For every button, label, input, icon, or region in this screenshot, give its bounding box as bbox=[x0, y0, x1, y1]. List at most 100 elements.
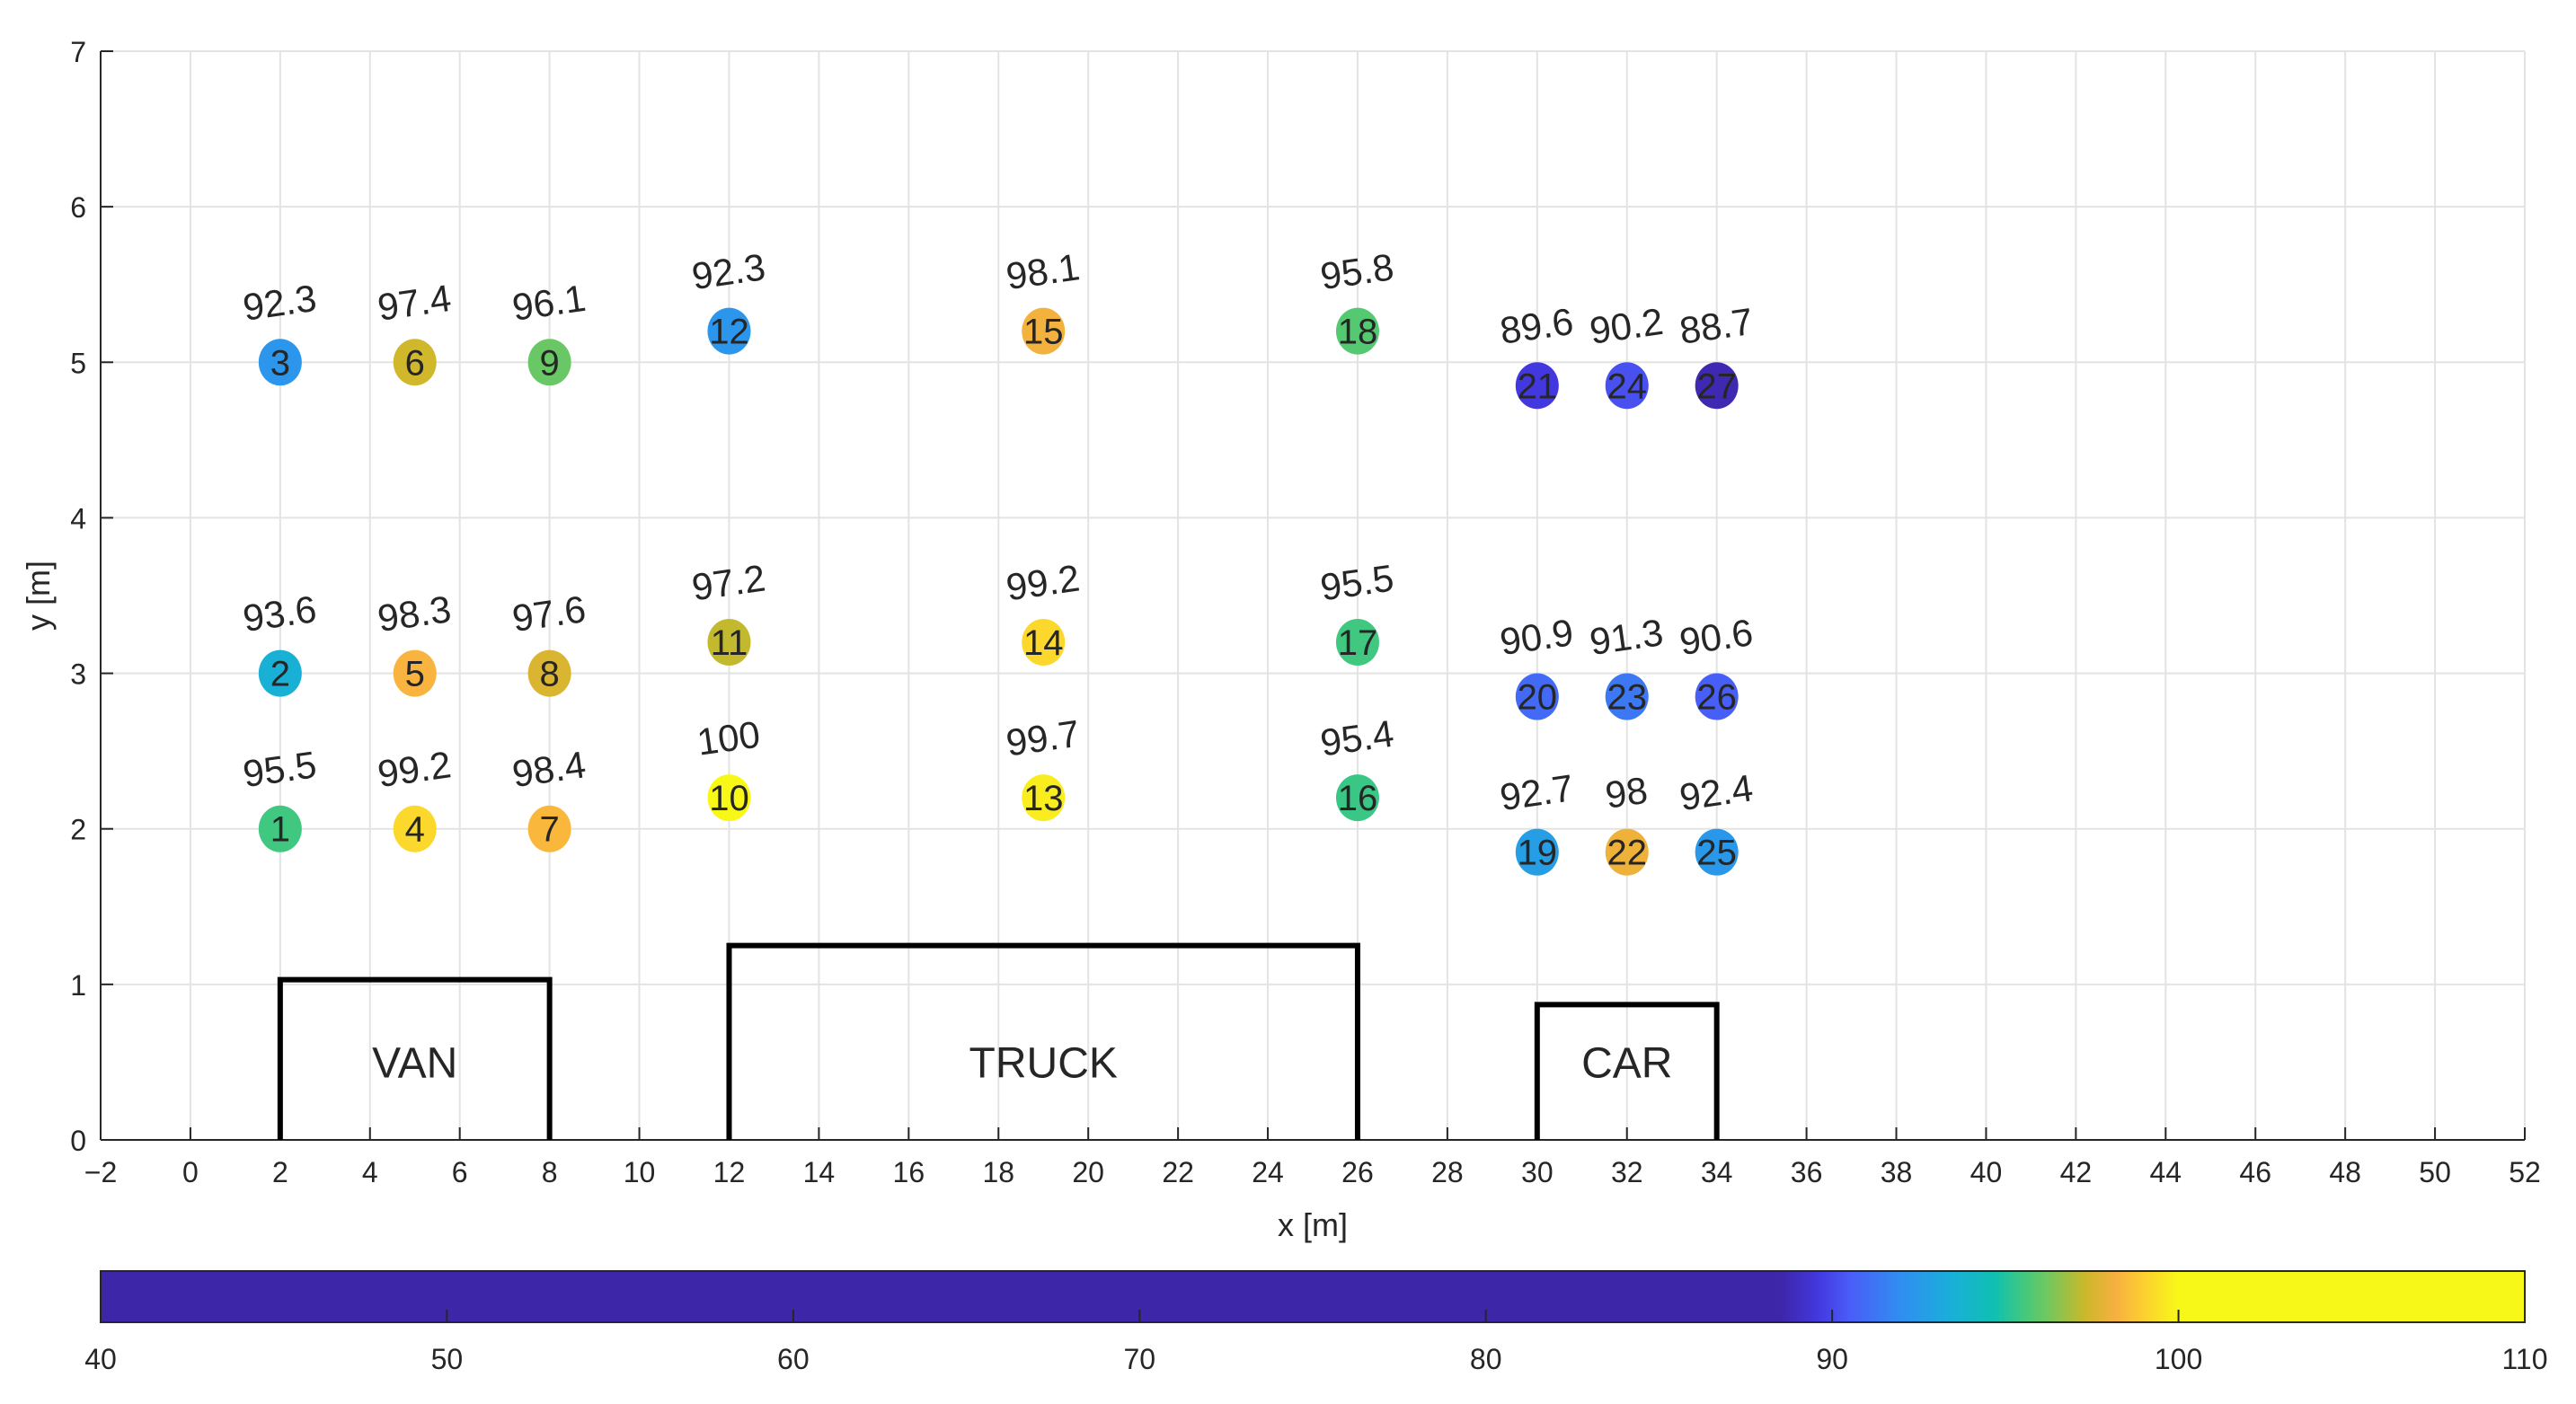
x-tick-label: 0 bbox=[182, 1156, 199, 1188]
point-value-label: 97.6 bbox=[509, 587, 588, 640]
point-marker bbox=[1335, 774, 1379, 822]
point-marker bbox=[1335, 307, 1379, 355]
point-value-label: 92.3 bbox=[689, 245, 767, 297]
x-tick-label: 36 bbox=[1791, 1156, 1823, 1188]
axes: −2 0 2 4 6 8 10 12 14 16 18 20 22 24 26 28 30 32 34 36 38 40 4… bbox=[70, 36, 2541, 1188]
point-id-label: 25 bbox=[1696, 834, 1737, 873]
point-id-label: 7 bbox=[540, 810, 560, 850]
point-id-label: 26 bbox=[1696, 678, 1737, 718]
y-tick-label: 5 bbox=[70, 347, 86, 379]
data-point: 11 97.2 bbox=[689, 557, 768, 666]
data-point: 13 99.7 bbox=[1004, 712, 1082, 822]
y-tick-label: 0 bbox=[70, 1125, 86, 1157]
point-value-label: 98.3 bbox=[375, 587, 453, 640]
point-marker bbox=[393, 649, 437, 697]
data-point: 598.3 bbox=[375, 587, 454, 697]
vehicle-label: TRUCK bbox=[969, 1040, 1118, 1088]
point-value-label: 98.4 bbox=[509, 743, 588, 795]
point-id-label: 2 bbox=[270, 655, 290, 694]
point-marker bbox=[1695, 828, 1739, 876]
point-id-label: 27 bbox=[1696, 366, 1737, 406]
x-tick-label: 20 bbox=[1072, 1156, 1104, 1188]
point-marker bbox=[1022, 774, 1066, 822]
colorbar-tick-label: 40 bbox=[84, 1343, 117, 1375]
x-tick-label: 26 bbox=[1341, 1156, 1374, 1188]
x-tick-label: 52 bbox=[2509, 1156, 2541, 1188]
point-id-label: 23 bbox=[1607, 678, 1647, 718]
vehicle-label: CAR bbox=[1581, 1040, 1672, 1088]
point-value-label: 89.6 bbox=[1497, 300, 1575, 352]
point-id-label: 12 bbox=[709, 313, 749, 352]
vehicles: VAN TRUCK CAR bbox=[277, 942, 1720, 1140]
data-point: 195.5 bbox=[240, 743, 319, 852]
data-point: 26 90.6 bbox=[1677, 611, 1756, 720]
point-id-label: 18 bbox=[1338, 313, 1378, 352]
point-marker bbox=[527, 339, 571, 386]
point-marker bbox=[527, 649, 571, 697]
colorbar-tick-label: 100 bbox=[2155, 1343, 2202, 1375]
data-point: 24 90.2 bbox=[1587, 300, 1666, 410]
data-point: 27 88.7 bbox=[1677, 300, 1756, 410]
data-point: 20 90.9 bbox=[1497, 611, 1576, 720]
point-id-label: 24 bbox=[1607, 366, 1647, 406]
x-tick-label: 38 bbox=[1881, 1156, 1913, 1188]
colorbar-tick-label: 50 bbox=[431, 1343, 464, 1375]
point-id-label: 6 bbox=[405, 343, 425, 383]
point-marker bbox=[1022, 618, 1066, 666]
x-tick-label: 6 bbox=[452, 1156, 468, 1188]
x-tick-label: 28 bbox=[1431, 1156, 1464, 1188]
point-value-label: 92.7 bbox=[1497, 766, 1575, 818]
y-tick-label: 6 bbox=[70, 191, 86, 224]
x-tick-label: 10 bbox=[624, 1156, 656, 1188]
point-value-label: 96.1 bbox=[509, 277, 588, 329]
point-marker bbox=[1695, 673, 1739, 720]
x-tick-label: 50 bbox=[2419, 1156, 2451, 1188]
x-tick-label: 12 bbox=[713, 1156, 746, 1188]
y-tick-label: 7 bbox=[70, 36, 86, 68]
point-marker bbox=[707, 307, 751, 355]
point-id-label: 9 bbox=[540, 343, 560, 383]
point-id-label: 1 bbox=[270, 810, 290, 850]
y-axis-label: y [m] bbox=[20, 561, 57, 631]
x-tick-label: 4 bbox=[362, 1156, 378, 1188]
point-marker bbox=[1515, 362, 1559, 410]
point-marker bbox=[1605, 362, 1649, 410]
x-tick-label: 18 bbox=[982, 1156, 1014, 1188]
colorbar-tick-label: 110 bbox=[2501, 1343, 2547, 1375]
point-id-label: 11 bbox=[711, 623, 748, 663]
colorbar-tick-label: 80 bbox=[1470, 1343, 1502, 1375]
point-marker bbox=[707, 774, 751, 822]
point-marker bbox=[707, 618, 751, 666]
point-marker bbox=[1605, 673, 1649, 720]
y-tick-label: 4 bbox=[70, 502, 86, 534]
x-tick-label: 48 bbox=[2329, 1156, 2361, 1188]
data-point: 21 89.6 bbox=[1497, 300, 1576, 410]
point-id-label: 13 bbox=[1023, 779, 1064, 818]
point-marker bbox=[1605, 828, 1649, 876]
point-id-label: 5 bbox=[405, 655, 425, 694]
point-id-label: 8 bbox=[540, 655, 560, 694]
colorbar-tick-label: 60 bbox=[777, 1343, 810, 1375]
x-tick-label: 44 bbox=[2149, 1156, 2182, 1188]
data-point: 15 98.1 bbox=[1004, 245, 1082, 355]
point-id-label: 14 bbox=[1023, 623, 1064, 663]
point-marker bbox=[1515, 828, 1559, 876]
data-point: 798.4 bbox=[509, 743, 589, 852]
point-id-label: 17 bbox=[1338, 623, 1378, 663]
point-value-label: 91.3 bbox=[1587, 611, 1665, 663]
point-id-label: 16 bbox=[1338, 779, 1378, 818]
point-id-label: 22 bbox=[1607, 834, 1647, 873]
y-tick-label: 2 bbox=[70, 814, 86, 846]
point-marker bbox=[393, 339, 437, 386]
data-point: 392.3 bbox=[240, 277, 319, 386]
point-value-label: 99.2 bbox=[1004, 557, 1082, 609]
data-point: 499.2 bbox=[375, 743, 454, 852]
point-marker bbox=[258, 649, 302, 697]
point-value-label: 95.5 bbox=[240, 743, 318, 795]
vehicle-outline-car bbox=[1534, 1002, 1720, 1140]
colorbar-tick-label: 70 bbox=[1123, 1343, 1155, 1375]
point-id-label: 10 bbox=[709, 779, 749, 818]
x-tick-label: 22 bbox=[1162, 1156, 1194, 1188]
point-value-label: 98.1 bbox=[1004, 245, 1082, 297]
